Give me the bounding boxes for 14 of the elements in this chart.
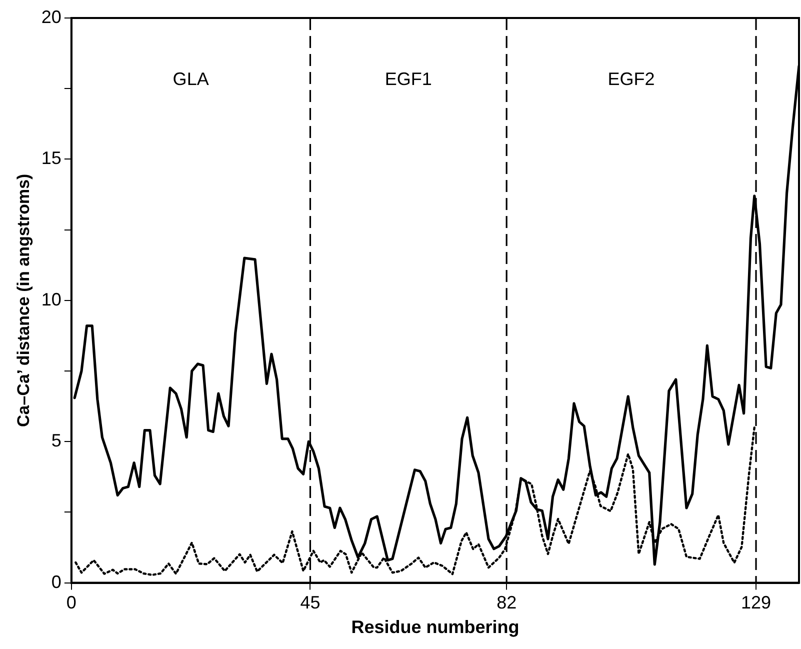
y-axis-title: Ca–Ca’ distance (in angstroms) — [14, 174, 33, 427]
annotation: EGF1 — [384, 69, 432, 90]
annotation: GLA — [172, 69, 209, 90]
x-tick-label: 129 — [740, 592, 772, 613]
y-tick-label: 10 — [41, 289, 62, 310]
y-tick-label: 0 — [51, 572, 62, 592]
y-tick-label: 20 — [41, 6, 62, 27]
annotation: EGF2 — [608, 69, 655, 90]
y-tick-label: 15 — [41, 148, 62, 168]
x-tick-label: 0 — [66, 592, 76, 613]
x-tick-label: 82 — [496, 592, 517, 613]
x-tick-label: 45 — [300, 592, 320, 613]
x-axis-title: Residue numbering — [351, 617, 520, 638]
y-tick-label: 5 — [51, 430, 62, 451]
